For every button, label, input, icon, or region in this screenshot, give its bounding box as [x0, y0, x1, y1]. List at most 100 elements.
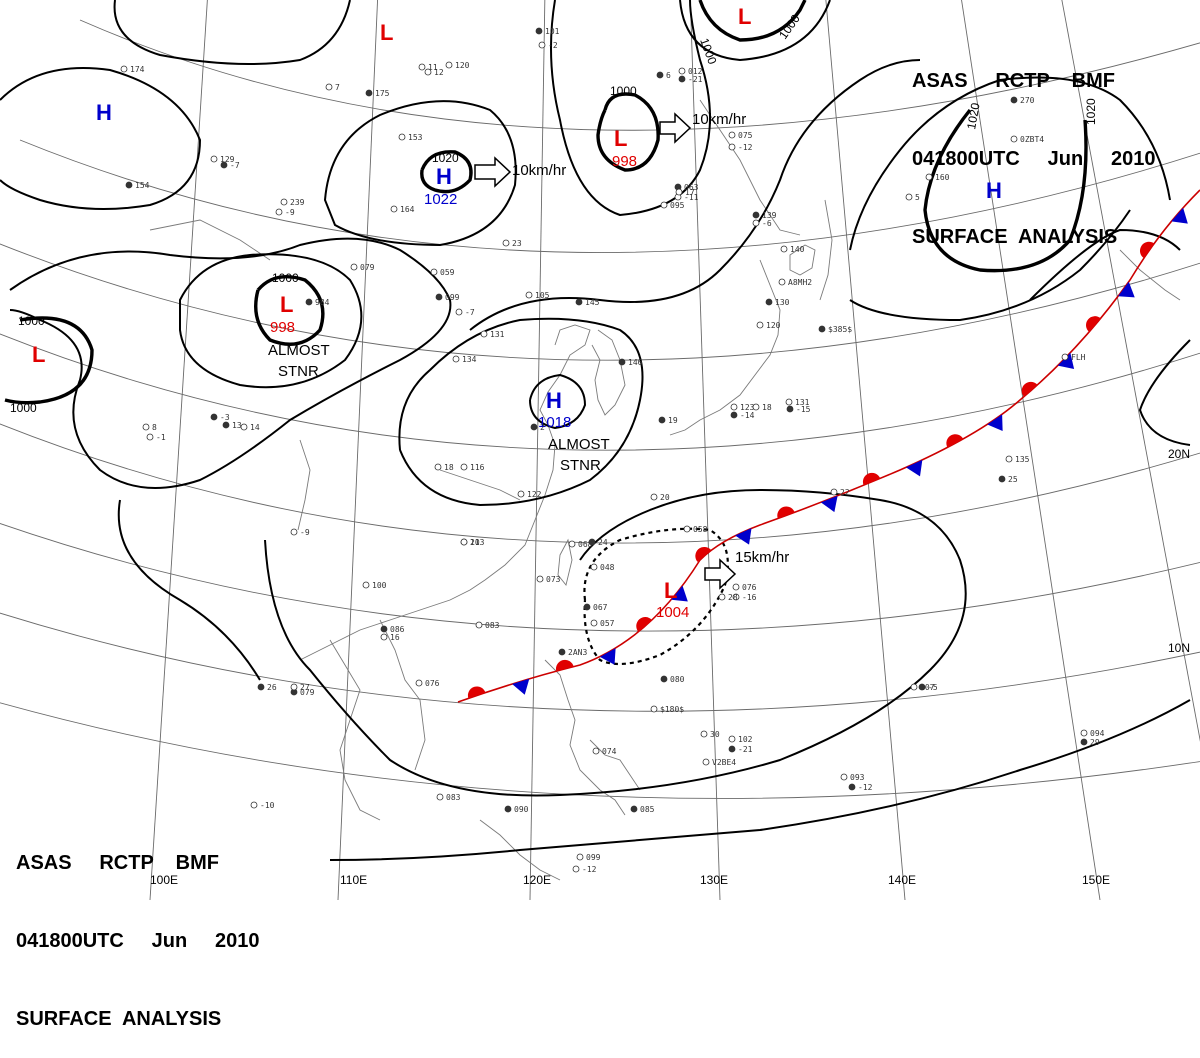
- station-plot: 29: [1080, 738, 1100, 747]
- station-circle: [848, 783, 856, 791]
- station-plot: -11: [674, 193, 699, 202]
- station-value: -21: [738, 745, 753, 754]
- station-circle: [240, 423, 248, 431]
- station-circle: [362, 581, 370, 589]
- station-circle: [210, 155, 218, 163]
- motion-label: 15km/hr: [735, 549, 789, 566]
- station-plot: 6: [656, 71, 671, 80]
- station-plot: 14: [240, 423, 260, 432]
- station-circle: [430, 268, 438, 276]
- cold-front-mark: [599, 648, 616, 665]
- isobar-pacific-east: [1138, 339, 1191, 446]
- station-circle: [765, 298, 773, 306]
- station-plot: 30: [700, 730, 720, 739]
- station-value: -12: [738, 143, 753, 152]
- cold-front-mark: [987, 414, 1003, 431]
- front-line: [457, 189, 1200, 703]
- station-circle: [590, 619, 598, 627]
- coast-philippines: [544, 659, 626, 816]
- meridian-160e: [1061, 0, 1200, 742]
- station-plot: 093: [840, 773, 865, 782]
- coast-russia: [699, 99, 801, 236]
- station-plot: 19: [658, 416, 678, 425]
- cold-front-mark: [1171, 207, 1188, 224]
- station-value: 083: [485, 621, 500, 630]
- station-circle: [660, 201, 668, 209]
- station-plot: -14: [730, 411, 755, 420]
- station-value: 19: [668, 416, 678, 425]
- isobar-north-low-outer: [550, 0, 711, 217]
- isobar-label-1000: 1000: [610, 84, 637, 98]
- header-line-3: SURFACE ANALYSIS: [16, 1008, 222, 1030]
- station-plot: 27: [290, 683, 310, 692]
- chart-header-bottom-left: ASAS RCTP BMF 041800UTC Jun 2010 SURFACE…: [16, 798, 259, 1058]
- station-value: 094: [1090, 729, 1105, 738]
- station-plot: 085: [630, 805, 655, 814]
- station-value: 085: [640, 805, 655, 814]
- low-far-left: L: [32, 342, 45, 367]
- station-circle: [583, 603, 591, 611]
- station-circle: [435, 293, 443, 301]
- station-value: 083: [446, 793, 461, 802]
- lon-label-120e: 120E: [523, 873, 551, 887]
- isobar-east-lower: [849, 209, 1131, 322]
- high-1018: H 1018: [538, 388, 571, 431]
- stnr-label: STNR: [278, 363, 319, 380]
- station-plot: 012: [678, 67, 703, 76]
- station-plot: A8MH2: [778, 278, 812, 287]
- station-value: 145: [585, 298, 600, 307]
- station-plot: 175: [365, 89, 390, 98]
- station-value: 105: [535, 291, 550, 300]
- station-value: -2: [548, 41, 558, 50]
- station-value: 26: [267, 683, 277, 692]
- station-circle: [475, 621, 483, 629]
- station-value: $385$: [828, 325, 852, 334]
- station-plot: 102: [728, 735, 753, 744]
- station-circle: [398, 133, 406, 141]
- isobar-label-1020: 1020: [1084, 98, 1098, 125]
- station-plot: 134: [452, 355, 477, 364]
- parallel-10n-upper: [0, 522, 1200, 632]
- header-line-1: ASAS RCTP BMF: [16, 852, 219, 874]
- isobar-top-left: [113, 0, 351, 65]
- station-circle: [222, 421, 230, 429]
- station-plot: 135: [1005, 455, 1030, 464]
- station-circle: [778, 278, 786, 286]
- motion-arrow-high-1022: 10km/hr: [474, 156, 566, 188]
- isobar-east-high-1020: [923, 108, 1088, 273]
- station-plot: 2: [530, 423, 545, 432]
- parallel-60n: [79, 19, 1200, 131]
- low-symbol: L: [738, 4, 751, 29]
- station-circle: [700, 730, 708, 738]
- coast-kamchatka: [1119, 249, 1181, 301]
- station-circle: [683, 525, 691, 533]
- coast-sakhalin: [819, 199, 833, 301]
- isobar-west-large: [9, 237, 452, 489]
- station-value: 270: [1020, 96, 1035, 105]
- header-line-1: ASAS RCTP BMF: [912, 70, 1115, 92]
- station-circle: [424, 68, 432, 76]
- graticule: [0, 0, 1200, 900]
- isobar-low-far-left: [4, 316, 94, 405]
- station-circle: [728, 735, 736, 743]
- coast-indochina: [329, 639, 381, 821]
- station-circle: [250, 801, 258, 809]
- cold-front-mark: [671, 585, 688, 602]
- low-symbol: L: [32, 342, 45, 367]
- station-plot: 090: [504, 805, 529, 814]
- meridian-100e: [149, 0, 208, 900]
- isobar-southwest: [117, 499, 261, 681]
- lon-label-150e: 150E: [1082, 873, 1110, 887]
- motion-label: 10km/hr: [692, 111, 746, 128]
- arrow-shape: [704, 558, 737, 590]
- station-plot: 100: [362, 581, 387, 590]
- station-circle: [455, 308, 463, 316]
- station-value: 29: [1090, 738, 1100, 747]
- isobars: [0, 0, 1191, 861]
- station-plot: 11: [418, 63, 438, 72]
- station-plot: 22: [830, 488, 850, 497]
- arrow-shape: [659, 112, 692, 144]
- station-plot: -1: [146, 433, 166, 442]
- warm-front-mark: [555, 659, 574, 672]
- station-value: 11: [428, 63, 438, 72]
